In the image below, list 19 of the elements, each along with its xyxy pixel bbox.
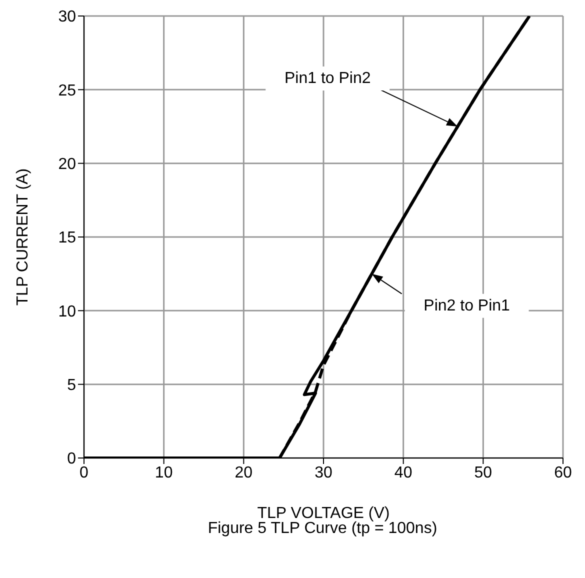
annotation: Pin1 to Pin2 (284, 70, 371, 87)
x-tick-label: 40 (394, 464, 412, 482)
y-tick-label: 0 (67, 450, 76, 468)
y-tick-label: 25 (58, 82, 76, 100)
x-tick-label: 20 (234, 464, 253, 482)
y-tick-label: 5 (67, 377, 76, 394)
y-tick-label: 20 (58, 156, 76, 174)
x-tick-label: 30 (314, 464, 332, 482)
annotation: Pin2 to Pin1 (424, 297, 510, 314)
y-axis-title: TLP CURRENT (A) (14, 168, 32, 306)
y-tick-label: 15 (58, 230, 76, 247)
caption: Figure 5 TLP Curve (tp = 100ns) (206, 520, 438, 538)
x-tick-label: 50 (474, 464, 492, 482)
y-tick-label: 10 (58, 303, 76, 320)
y-tick-label: 30 (58, 8, 76, 26)
x-tick-label: 60 (554, 464, 572, 482)
x-tick-label: 10 (154, 464, 173, 482)
x-axis-title: TLP VOLTAGE (V) (257, 505, 390, 522)
x-tick-label: 0 (80, 464, 89, 482)
